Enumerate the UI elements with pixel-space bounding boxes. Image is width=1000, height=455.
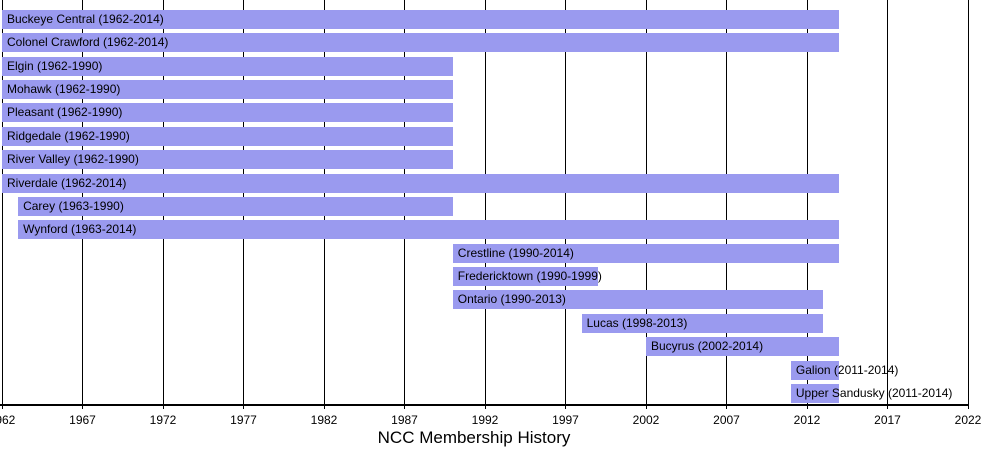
gantt-bar: Elgin (1962-1990): [2, 57, 453, 76]
x-axis-tick-label: 1992: [471, 413, 499, 427]
gantt-bar: Carey (1963-1990): [18, 197, 453, 216]
x-axis-tick-label: 2017: [874, 413, 901, 427]
bar-label: Pleasant (1962-1990): [7, 105, 123, 119]
bar-label: Carey (1963-1990): [23, 199, 124, 213]
gantt-bar: Lucas (1998-2013): [581, 314, 824, 333]
bar-label: Lucas (1998-2013): [586, 316, 688, 330]
bar-label: Ontario (1990-2013): [457, 292, 566, 306]
x-axis-tick-label: 1997: [552, 413, 579, 427]
gantt-bar: Crestline (1990-2014): [452, 244, 840, 263]
bar-label: Fredericktown (1990-1999): [457, 269, 602, 283]
bar-label: Riverdale (1962-2014): [7, 176, 127, 190]
bar-label: Upper Sandusky (2011-2014): [795, 386, 953, 400]
grid-line: [806, 0, 808, 409]
gantt-bar: Ontario (1990-2013): [452, 290, 824, 309]
bar-label: Wynford (1963-2014): [23, 222, 137, 236]
x-axis-tick-label: 1977: [230, 413, 257, 427]
gantt-bar: Ridgedale (1962-1990): [2, 127, 453, 146]
bar-label: Ridgedale (1962-1990): [7, 129, 130, 143]
bar-label: Bucyrus (2002-2014): [651, 339, 764, 353]
bar-label: Crestline (1990-2014): [457, 246, 574, 260]
x-axis-tick-label: 2022: [954, 413, 982, 427]
gantt-bar: Riverdale (1962-2014): [2, 174, 840, 193]
x-axis-tick-label: 1972: [149, 413, 177, 427]
grid-line: [887, 0, 888, 409]
bar-label: Buckeye Central (1962-2014): [7, 12, 164, 26]
gantt-bar: Wynford (1963-2014): [18, 220, 840, 239]
gantt-bar: Galion (2011-2014): [790, 361, 898, 380]
gantt-bar: Buckeye Central (1962-2014): [2, 10, 840, 29]
grid-line: [1, 0, 3, 409]
x-axis-tick-label: 2012: [793, 413, 821, 427]
x-axis-tick-label: 2002: [632, 413, 660, 427]
gantt-bar: Fredericktown (1990-1999): [452, 267, 602, 286]
chart-title: NCC Membership History: [377, 428, 571, 447]
bar-label: River Valley (1962-1990): [7, 152, 139, 166]
x-axis-tick-label: 1967: [69, 413, 96, 427]
grid-line: [484, 0, 486, 409]
gantt-bar: River Valley (1962-1990): [2, 150, 453, 169]
gantt-bar: Bucyrus (2002-2014): [646, 337, 840, 356]
grid-line: [967, 0, 969, 409]
x-axis-tick-label: 1987: [391, 413, 418, 427]
grid-line: [565, 0, 566, 409]
x-axis-tick-label: 1982: [310, 413, 338, 427]
bar-label: Elgin (1962-1990): [7, 59, 103, 73]
gantt-bar: Mohawk (1962-1990): [2, 80, 453, 99]
gantt-bar: Upper Sandusky (2011-2014): [790, 384, 952, 403]
x-axis-line: [0, 404, 968, 406]
gantt-bar: Pleasant (1962-1990): [2, 103, 453, 122]
bar-label: Mohawk (1962-1990): [7, 82, 121, 96]
bar-label: Colonel Crawford (1962-2014): [7, 35, 169, 49]
grid-line: [726, 0, 727, 409]
bar-label: Galion (2011-2014): [795, 363, 899, 377]
gantt-bar: Colonel Crawford (1962-2014): [2, 33, 840, 52]
x-axis-tick-label: 1962: [0, 413, 16, 427]
x-axis-tick-label: 2007: [713, 413, 740, 427]
grid-line: [645, 0, 647, 409]
